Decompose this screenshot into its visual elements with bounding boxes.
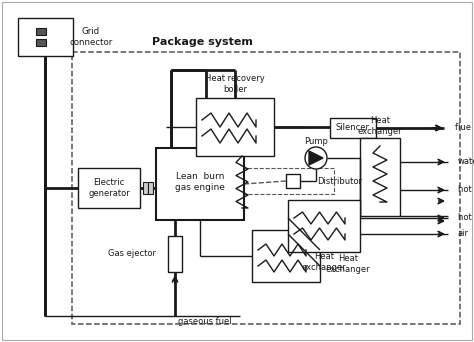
- Bar: [286, 174, 300, 188]
- Text: air: air: [458, 229, 469, 238]
- Bar: [330, 118, 376, 138]
- Text: Heat recovery
boiler: Heat recovery boiler: [205, 74, 265, 94]
- Bar: [148, 182, 153, 194]
- Bar: [168, 236, 182, 272]
- Text: Silencer: Silencer: [336, 123, 370, 132]
- Text: flue gas: flue gas: [455, 123, 474, 132]
- Bar: [72, 52, 460, 324]
- Text: Heat
exchanger: Heat exchanger: [358, 116, 402, 136]
- Bar: [196, 98, 274, 156]
- Bar: [218, 168, 334, 194]
- Text: hot water: hot water: [458, 185, 474, 195]
- Text: hot air: hot air: [458, 213, 474, 223]
- Bar: [143, 182, 148, 194]
- Text: Gas ejector: Gas ejector: [108, 250, 156, 259]
- Text: Pump: Pump: [304, 136, 328, 145]
- Bar: [78, 168, 140, 208]
- Text: Distributor: Distributor: [318, 176, 363, 185]
- Text: Lean  burn
gas engine: Lean burn gas engine: [175, 172, 225, 192]
- Bar: [288, 200, 360, 252]
- Bar: [36, 28, 46, 35]
- Text: Heat
exchanger: Heat exchanger: [301, 252, 346, 272]
- Text: gaseous fuel: gaseous fuel: [178, 317, 232, 327]
- Bar: [36, 39, 46, 46]
- Text: Heat
exchanger: Heat exchanger: [326, 254, 370, 274]
- Polygon shape: [309, 151, 323, 165]
- Bar: [252, 230, 320, 282]
- Bar: [360, 138, 400, 216]
- Text: Electric
generator: Electric generator: [88, 178, 130, 198]
- Text: Grid
connector: Grid connector: [69, 27, 113, 47]
- Circle shape: [305, 147, 327, 169]
- Text: water: water: [458, 158, 474, 167]
- Text: Package system: Package system: [152, 37, 253, 47]
- Bar: [18, 18, 73, 56]
- Bar: [156, 148, 244, 220]
